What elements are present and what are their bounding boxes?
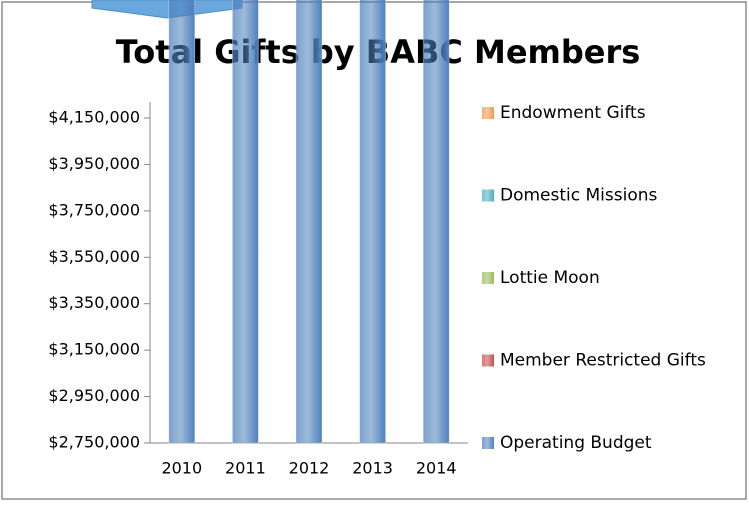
legend-label: Operating Budget [500,433,652,453]
legend-swatch [482,437,494,449]
y-tick-label: $4,150,000 [48,108,140,127]
bar-segment [168,0,196,444]
legend-swatch [482,354,494,367]
y-tick-label: $2,950,000 [48,386,140,405]
legend-label: Domestic Missions [500,186,658,206]
legend-label: Lottie Moon [500,268,600,288]
legend-label: Member Restricted Gifts [500,351,706,371]
x-tick-label: 2012 [289,459,330,478]
x-tick-label: 2013 [352,459,393,478]
bar-segment [295,0,323,444]
y-tick-label: $3,550,000 [48,247,140,266]
legend-label: Endowment Gifts [500,103,646,123]
y-tick-label: $3,750,000 [48,200,140,219]
y-tick-label: $3,350,000 [48,293,140,312]
bar-segment [232,0,259,444]
y-tick-label: $3,150,000 [48,340,140,359]
bar-segment [422,0,450,444]
x-tick-label: 2010 [161,459,202,478]
y-tick-label: $2,750,000 [48,433,140,452]
legend-swatch [482,189,494,202]
bar-segment [359,0,386,444]
legend-swatch [482,107,494,119]
y-tick-label: $3,950,000 [48,154,140,173]
x-tick-label: 2011 [225,459,266,478]
legend-swatch [482,272,494,284]
tab-shape [91,0,243,19]
x-tick-label: 2014 [416,459,457,478]
